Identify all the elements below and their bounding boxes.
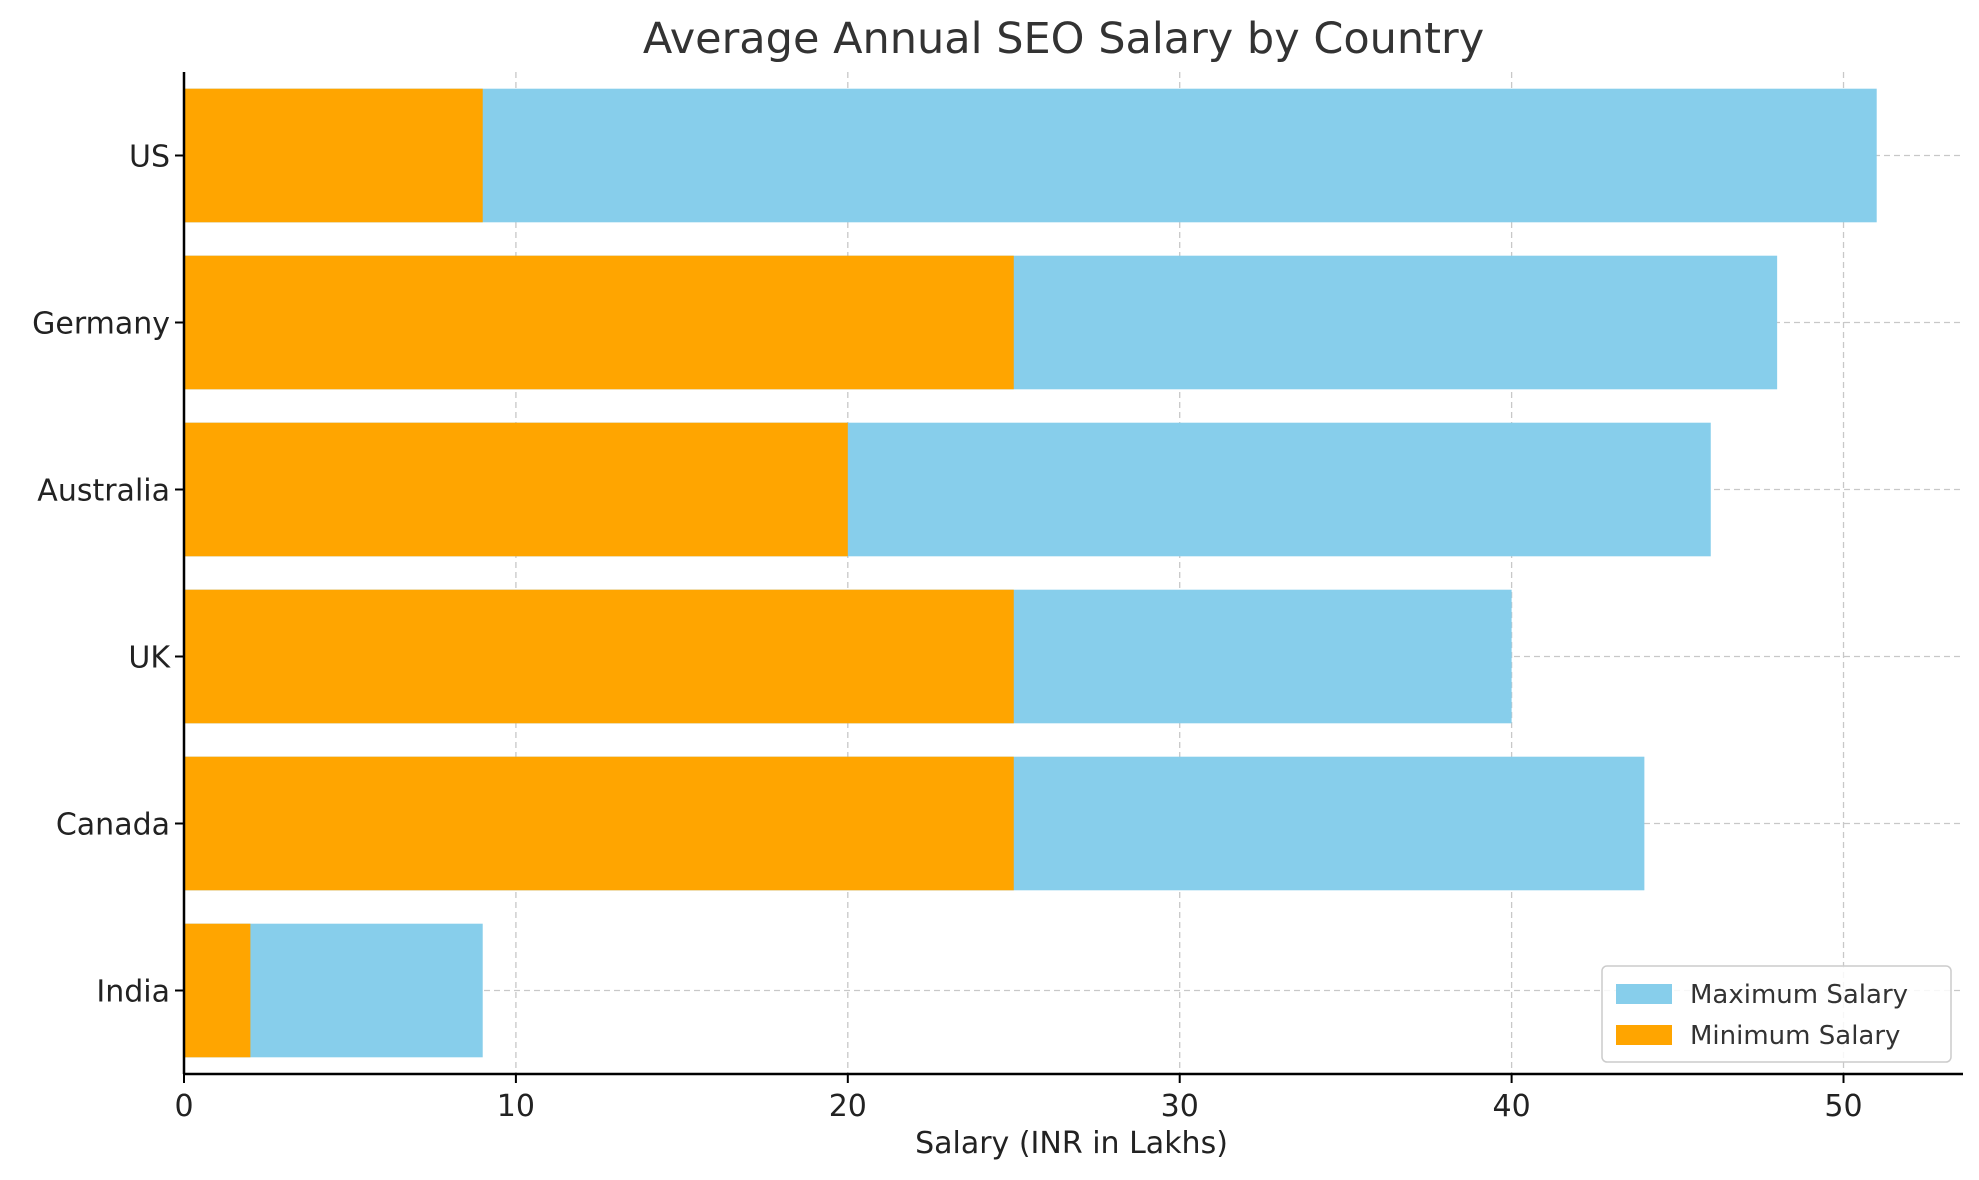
y-tick-label: UK (128, 641, 171, 676)
y-tick-label: Canada (56, 808, 170, 843)
x-tick-label: 50 (1824, 1089, 1862, 1124)
tick-labels: 0 10 20 30 40 50 India Canada UK Australia Germany… (32, 140, 1862, 1125)
legend-swatch (1616, 984, 1672, 1004)
x-tick-label: 10 (497, 1089, 535, 1124)
x-axis-label: Salary (INR in Lakhs) (915, 1126, 1228, 1161)
x-tick-label: 30 (1161, 1089, 1199, 1124)
legend: Maximum Salary Minimum Salary (1601, 965, 1952, 1063)
x-tick-label: 20 (829, 1089, 867, 1124)
bar-minimum-salary-uk (184, 589, 1014, 724)
y-tick-label: Germany (32, 307, 170, 342)
y-tick-label: India (96, 975, 170, 1010)
bar-minimum-salary-india (184, 923, 251, 1058)
y-tick-label: US (129, 140, 170, 175)
legend-frame (1601, 965, 1952, 1063)
x-tick-label: 0 (174, 1089, 193, 1124)
bars (184, 88, 1877, 1058)
x-tick-label: 40 (1493, 1089, 1531, 1124)
legend-label: Minimum Salary (1690, 1021, 1900, 1051)
bar-minimum-salary-canada (184, 756, 1014, 891)
bar-minimum-salary-us (184, 88, 483, 223)
chart-title: Average Annual SEO Salary by Country (643, 14, 1484, 64)
y-tick-label: Australia (37, 474, 170, 509)
bar-minimum-salary-germany (184, 255, 1014, 390)
bar-minimum-salary-australia (184, 422, 848, 557)
legend-swatch (1616, 1025, 1672, 1045)
legend-label: Maximum Salary (1690, 980, 1908, 1010)
axes (182, 72, 1963, 1076)
